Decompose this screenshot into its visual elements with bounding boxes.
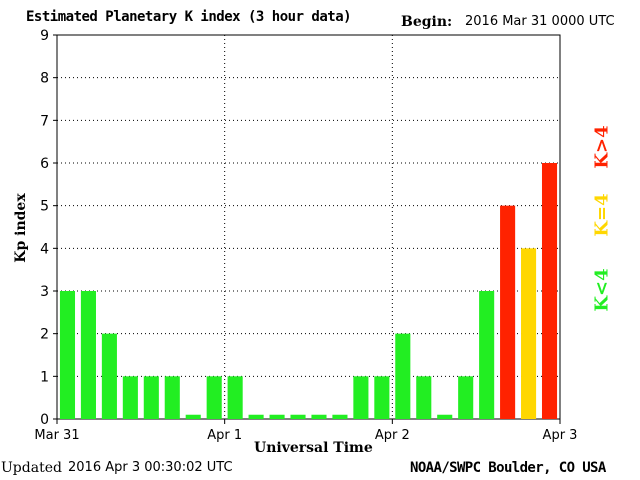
kp-bar	[122, 376, 138, 419]
y-tick-label: 2	[40, 327, 49, 343]
kp-bar	[290, 414, 306, 419]
source-label: NOAA/SWPC Boulder, CO USA	[410, 460, 606, 476]
y-tick-label: 8	[40, 71, 49, 87]
y-tick-label: 4	[40, 241, 49, 257]
y-axis-label: Kp index	[13, 193, 29, 263]
kp-bar	[437, 414, 453, 419]
legend-mid: K=4	[591, 193, 613, 237]
kp-bar	[541, 163, 558, 419]
kp-bar	[374, 376, 390, 419]
x-axis-label: Universal Time	[254, 440, 373, 456]
x-tick-label: Apr 1	[207, 428, 242, 443]
begin-label: Begin:	[401, 14, 453, 30]
plot-frame	[56, 34, 561, 420]
kp-bar	[227, 376, 243, 419]
x-tick-label: Apr 2	[375, 428, 410, 443]
y-tick-label: 7	[40, 113, 49, 129]
kp-bar	[143, 376, 159, 419]
kp-bar	[164, 376, 180, 419]
y-tick-label: 0	[40, 412, 49, 428]
x-tick-label: Apr 3	[543, 428, 578, 443]
begin-value: 2016 Mar 31 0000 UTC	[465, 14, 615, 29]
y-tick-label: 5	[40, 199, 49, 215]
kp-bar	[248, 414, 264, 419]
y-tick-label: 3	[40, 284, 49, 300]
kp-bar	[416, 376, 432, 419]
kp-bar	[206, 376, 222, 419]
chart-title: Estimated Planetary K index (3 hour data…	[26, 9, 352, 25]
kp-bar	[479, 291, 495, 419]
kp-bar	[101, 333, 117, 419]
kp-bar	[332, 414, 348, 419]
kp-bar	[500, 205, 516, 419]
legend-low: K<4	[591, 268, 613, 312]
y-tick-label: 6	[40, 156, 49, 172]
kp-bar	[395, 333, 411, 419]
x-tick-label: Mar 31	[34, 428, 79, 443]
kp-bar	[311, 414, 327, 419]
kp-bar	[521, 248, 537, 419]
updated-value: 2016 Apr 3 00:30:02 UTC	[68, 460, 233, 475]
legend-high: K>4	[591, 125, 613, 169]
y-tick-label: 1	[40, 369, 49, 385]
kp-bar	[80, 291, 96, 419]
kp-bar	[458, 376, 474, 419]
kp-bar	[353, 376, 369, 419]
y-tick-label: 9	[40, 28, 49, 44]
kp-bar	[185, 414, 201, 419]
updated-label: Updated	[1, 460, 62, 476]
kp-bar	[269, 414, 285, 419]
kp-bar	[59, 291, 76, 419]
